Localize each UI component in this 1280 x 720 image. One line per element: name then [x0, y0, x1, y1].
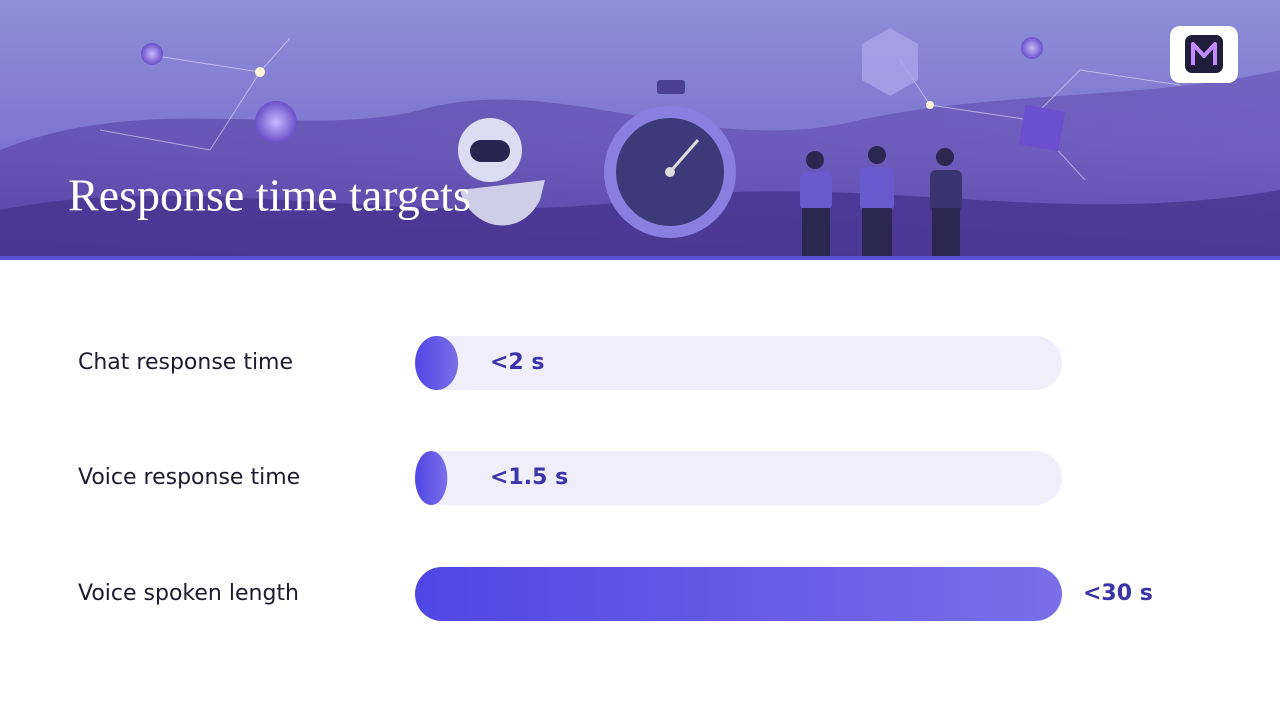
logo [1170, 26, 1238, 83]
bar [415, 336, 459, 390]
bar [415, 451, 448, 505]
value-label: <1.5 s [490, 465, 568, 490]
plot: Chat response time <2 s Voice response tim… [78, 336, 1153, 621]
bar-track [415, 451, 1062, 505]
category-label: Chat response time [78, 350, 293, 375]
bar-track [415, 336, 1062, 390]
robot [458, 118, 545, 226]
value-label: <2 s [490, 350, 545, 375]
banner [0, 0, 1280, 260]
value-label: <30 s [1083, 581, 1153, 606]
category-label: Voice response time [78, 465, 300, 490]
category-label: Voice spoken length [78, 581, 299, 606]
slide-title: Response time targets [68, 170, 471, 221]
stopwatch [604, 80, 736, 238]
people [800, 146, 962, 256]
bar [415, 567, 1062, 621]
